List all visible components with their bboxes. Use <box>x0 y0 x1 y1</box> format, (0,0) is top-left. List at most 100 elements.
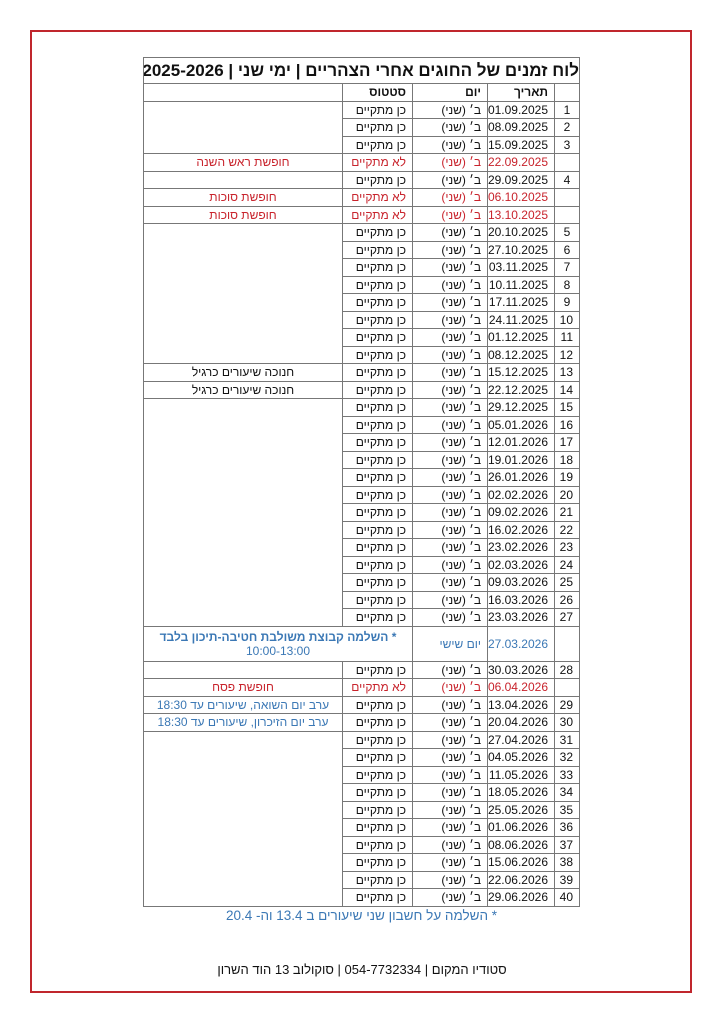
row-status: כן מתקיים <box>342 275 413 294</box>
row-day: ב׳ (שני) <box>412 468 488 487</box>
row-number: 20 <box>554 485 580 504</box>
row-number: 7 <box>554 258 580 277</box>
row-day: ב׳ (שני) <box>412 345 488 364</box>
table-row: 25 09.03.2026 ב׳ (שני) כן מתקיים <box>144 573 580 592</box>
row-day: ב׳ (שני) <box>412 293 488 312</box>
row-day: ב׳ (שני) <box>412 135 488 154</box>
row-date: 20.10.2025 <box>487 223 555 242</box>
row-status: לא מתקיים <box>342 678 413 697</box>
row-day: ב׳ (שני) <box>412 573 488 592</box>
row-day: ב׳ (שני) <box>412 450 488 469</box>
row-day: ב׳ (שני) <box>412 590 488 609</box>
table-row: 16 05.01.2026 ב׳ (שני) כן מתקיים <box>144 415 580 434</box>
row-status: כן מתקיים <box>342 800 413 819</box>
row-status: כן מתקיים <box>342 170 413 189</box>
row-date: 13.04.2026 <box>487 695 555 714</box>
row-date: 01.12.2025 <box>487 328 555 347</box>
row-date: 17.11.2025 <box>487 293 555 312</box>
row-day: יום שישי <box>412 625 488 662</box>
table-row: 17 12.01.2026 ב׳ (שני) כן מתקיים <box>144 433 580 452</box>
row-date: 22.09.2025 <box>487 153 555 172</box>
table-row: 14 22.12.2025 ב׳ (שני) כן מתקיים חנוכה שיעור… <box>143 380 580 399</box>
row-date: 08.09.2025 <box>487 118 555 137</box>
row-number: 17 <box>554 433 580 452</box>
row-day: ב׳ (שני) <box>412 258 488 277</box>
row-number: 1 <box>554 100 580 119</box>
row-day: ב׳ (שני) <box>412 730 488 749</box>
row-status: כן מתקיים <box>342 258 413 277</box>
row-number: 5 <box>554 223 580 242</box>
row-status: כן מתקיים <box>342 310 413 329</box>
row-note: חופשת סוכות <box>143 188 343 207</box>
row-number: 14 <box>554 380 580 399</box>
row-day: ב׳ (שני) <box>412 100 488 119</box>
table-row: 26 16.03.2026 ב׳ (שני) כן מתקיים <box>144 590 580 609</box>
table-row: 36 01.06.2026 ב׳ (שני) כן מתקיים <box>144 818 580 837</box>
row-status: כן מתקיים <box>342 450 413 469</box>
table-row: 32 04.05.2026 ב׳ (שני) כן מתקיים <box>144 748 580 767</box>
row-number: 2 <box>554 118 580 137</box>
table-row: 37 08.06.2026 ב׳ (שני) כן מתקיים <box>144 835 580 854</box>
row-number: 9 <box>554 293 580 312</box>
header-notes <box>143 83 343 102</box>
table-row: 06.04.2026 ב׳ (שני) לא מתקיים חופשת פסח <box>143 678 580 697</box>
row-number: 13 <box>554 363 580 382</box>
table-row: 4 29.09.2025 ב׳ (שני) כן מתקיים <box>143 170 580 189</box>
row-status: כן מתקיים <box>342 660 413 679</box>
row-status: כן מתקיים <box>342 415 413 434</box>
row-note-empty <box>143 100 343 154</box>
row-number: 3 <box>554 135 580 154</box>
row-date: 25.05.2026 <box>487 800 555 819</box>
row-date: 12.01.2026 <box>487 433 555 452</box>
row-day: ב׳ (שני) <box>412 205 488 224</box>
row-number: 29 <box>554 695 580 714</box>
row-status: כן מתקיים <box>342 765 413 784</box>
row-status: כן מתקיים <box>342 485 413 504</box>
row-day: ב׳ (שני) <box>412 870 488 889</box>
row-status: כן מתקיים <box>342 503 413 522</box>
row-note: ערב יום השואה, שיעורים עד 18:30 <box>143 695 343 714</box>
row-number: 34 <box>554 783 580 802</box>
row-day: ב׳ (שני) <box>412 748 488 767</box>
row-status: כן מתקיים <box>342 573 413 592</box>
row-date: 15.06.2026 <box>487 853 555 872</box>
row-date: 03.11.2025 <box>487 258 555 277</box>
row-status: לא מתקיים <box>342 188 413 207</box>
row-date: 10.11.2025 <box>487 275 555 294</box>
row-number: 19 <box>554 468 580 487</box>
page-title: לוח זמנים של החוגים אחרי הצהריים | ימי ש… <box>143 57 580 84</box>
row-date: 02.03.2026 <box>487 555 555 574</box>
row-status: כן מתקיים <box>342 293 413 312</box>
header-num <box>554 83 580 102</box>
row-status: כן מתקיים <box>342 328 413 347</box>
row-date: 29.09.2025 <box>487 170 555 189</box>
table-row: 06.10.2025 ב׳ (שני) לא מתקיים חופשת סוכות <box>143 188 580 207</box>
table-row: 1 01.09.2025 ב׳ (שני) כן מתקיים <box>143 100 580 154</box>
table-row: 13.10.2025 ב׳ (שני) לא מתקיים חופשת סוכות <box>143 205 580 224</box>
row-status: כן מתקיים <box>342 363 413 382</box>
row-status: כן מתקיים <box>342 853 413 872</box>
row-date: 19.01.2026 <box>487 450 555 469</box>
table-row: 31 27.04.2026 ב׳ (שני) כן מתקיים <box>143 730 580 907</box>
row-date: 11.05.2026 <box>487 765 555 784</box>
row-day: ב׳ (שני) <box>412 240 488 259</box>
page-frame <box>30 30 692 993</box>
row-status: כן מתקיים <box>342 888 413 907</box>
row-date: 15.09.2025 <box>487 135 555 154</box>
row-day: ב׳ (שני) <box>412 538 488 557</box>
row-date: 01.06.2026 <box>487 818 555 837</box>
row-day: ב׳ (שני) <box>412 783 488 802</box>
row-day: ב׳ (שני) <box>412 380 488 399</box>
row-number <box>554 625 580 662</box>
row-date: 30.03.2026 <box>487 660 555 679</box>
table-row: 28 30.03.2026 ב׳ (שני) כן מתקיים <box>143 660 580 679</box>
row-number: 23 <box>554 538 580 557</box>
table-row: 11 01.12.2025 ב׳ (שני) כן מתקיים <box>144 328 580 347</box>
row-number: 37 <box>554 835 580 854</box>
header-row: תאריך יום סטטוס <box>143 83 580 102</box>
row-date: 27.04.2026 <box>487 730 555 749</box>
row-number: 30 <box>554 713 580 732</box>
row-number: 32 <box>554 748 580 767</box>
row-number: 12 <box>554 345 580 364</box>
row-number <box>554 678 580 697</box>
